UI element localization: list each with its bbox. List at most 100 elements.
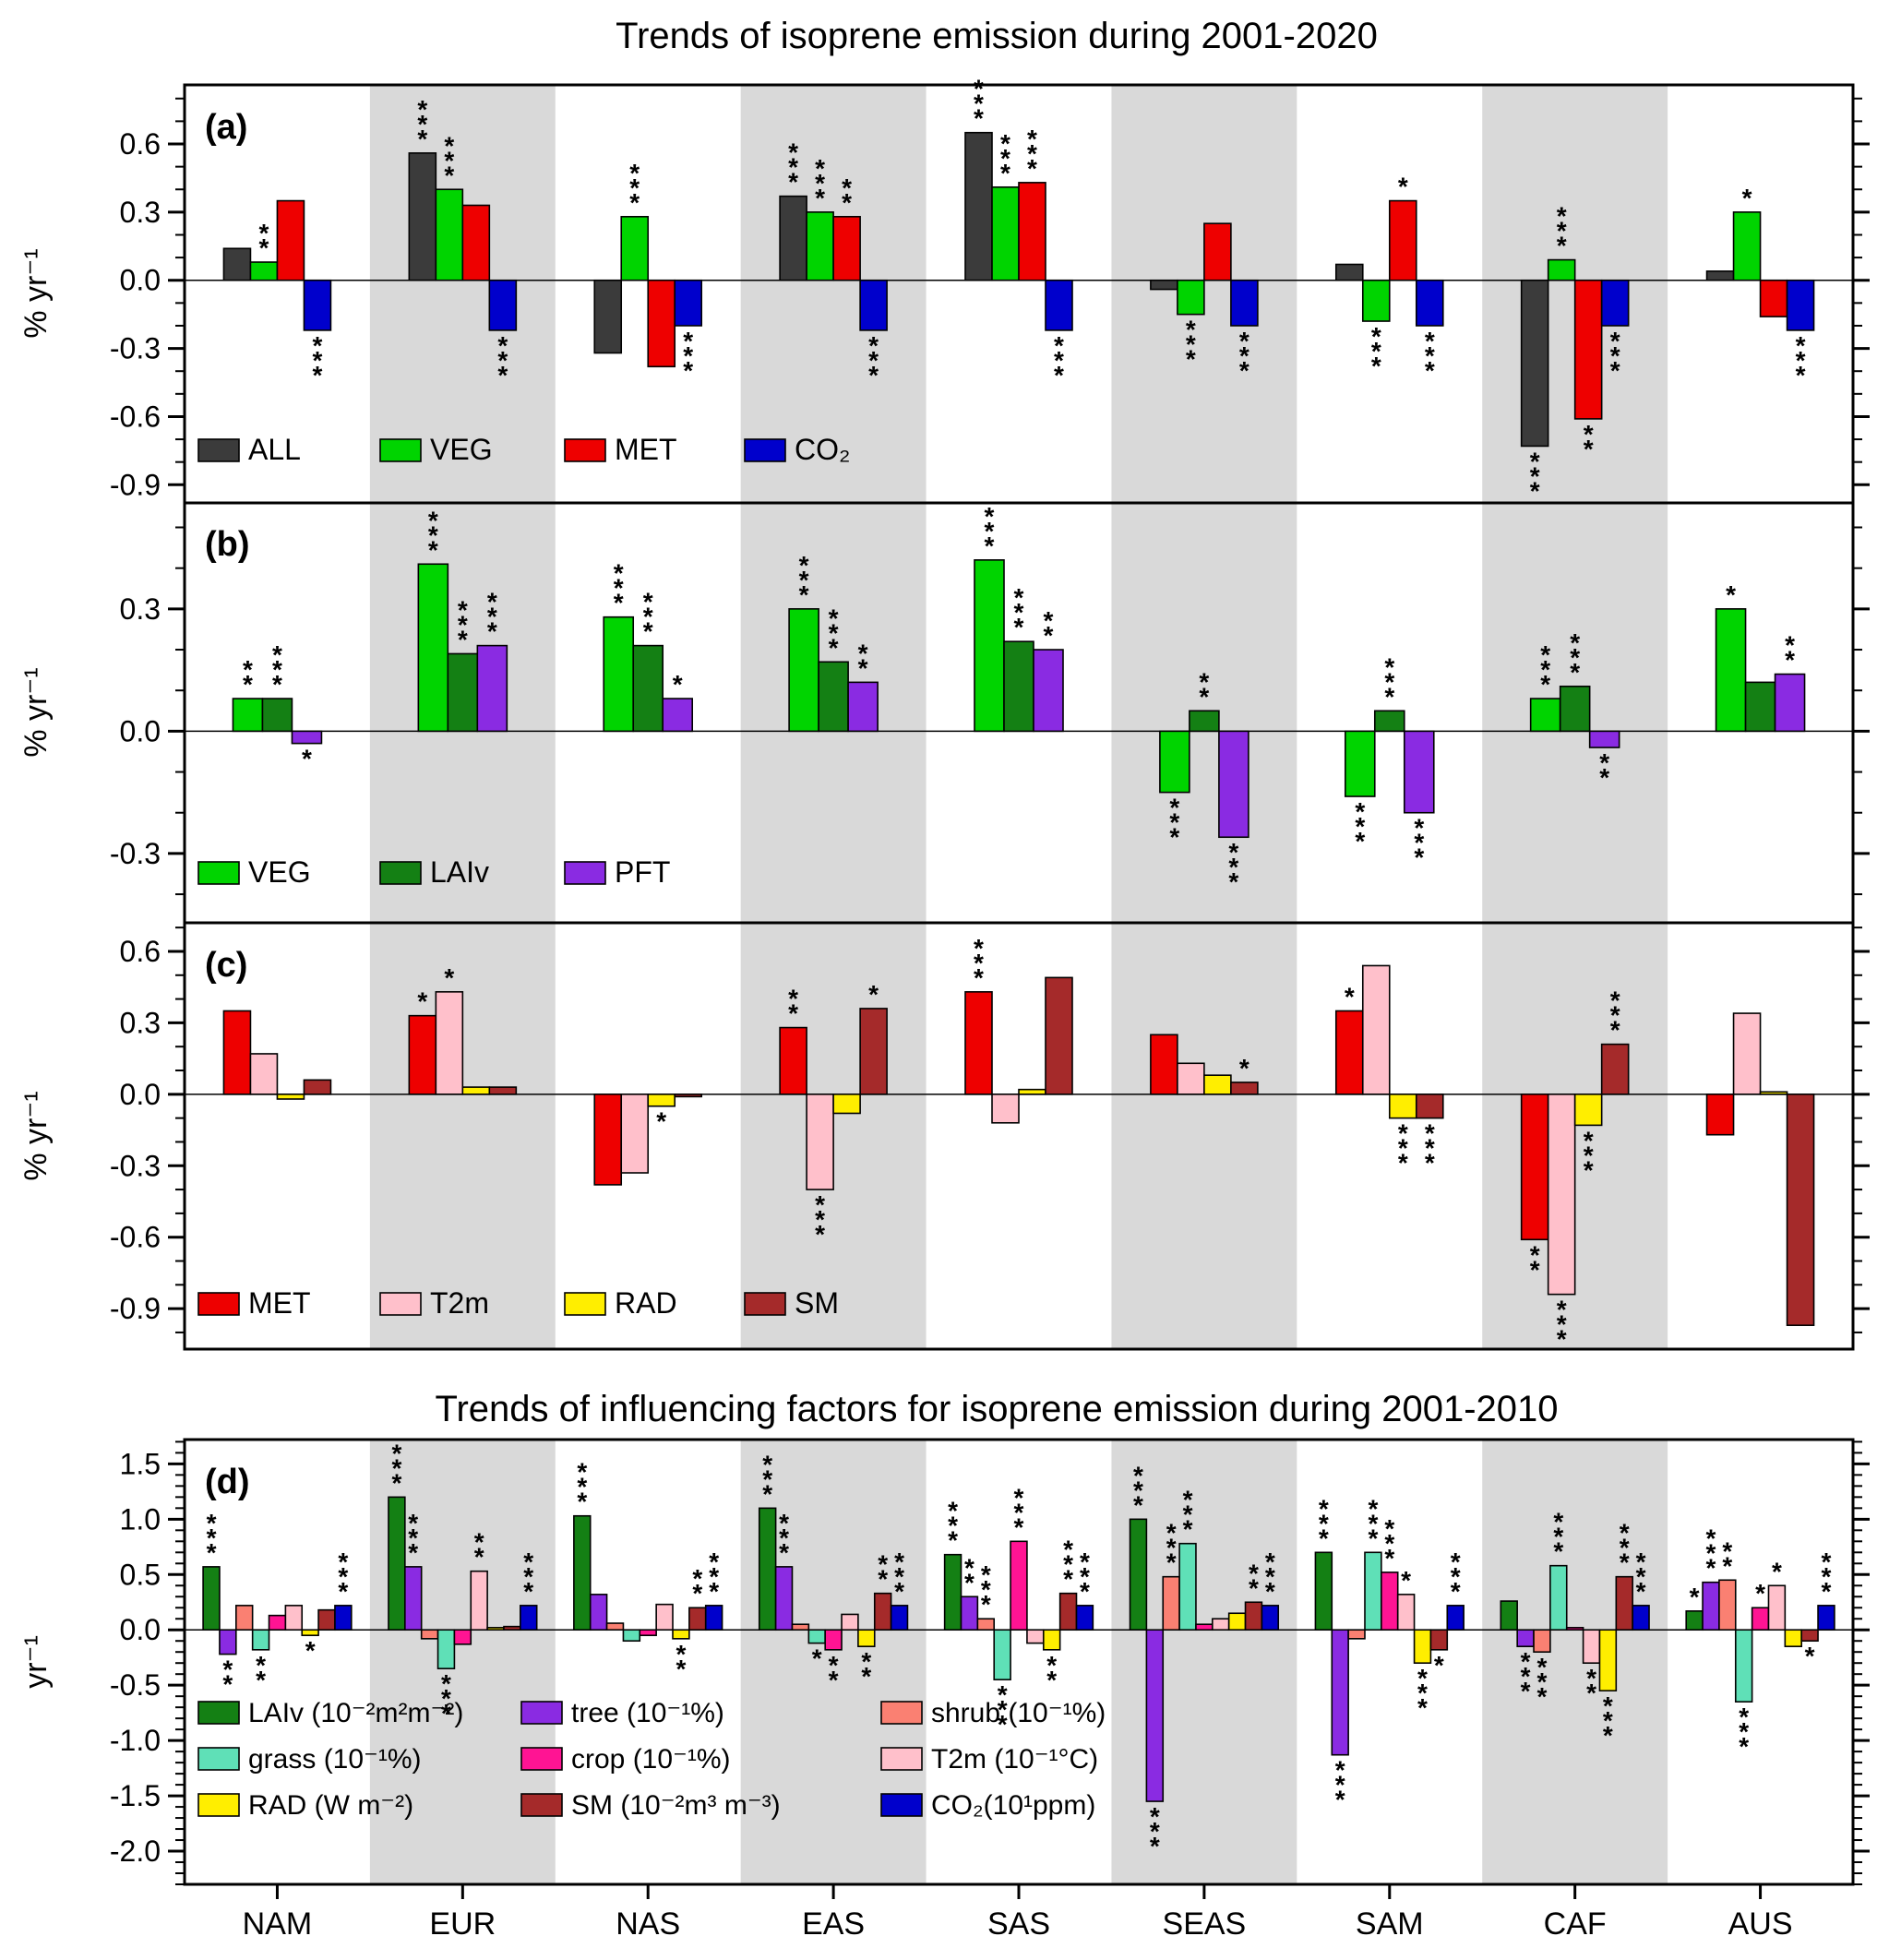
- significance-star: *: [974, 963, 984, 992]
- bar-VEG-SEAS: [1159, 730, 1190, 794]
- legend-swatch-MET: [564, 438, 606, 462]
- y-tick-label: -1.5: [110, 1779, 161, 1812]
- significance-star: *: [1335, 1756, 1345, 1785]
- region-label-SEAS: SEAS: [1163, 1906, 1247, 1942]
- bar-VEG-AUS: [1715, 608, 1747, 733]
- significance-star: *: [1610, 327, 1620, 355]
- bar-shrub-SAM: [1347, 1629, 1366, 1640]
- significance-star: *: [1570, 628, 1580, 657]
- significance-star: *: [1537, 1667, 1548, 1696]
- significance-star: *: [1265, 1562, 1275, 1591]
- significance-star: *: [842, 188, 852, 217]
- significance-star: *: [683, 356, 693, 385]
- significance-star: *: [1451, 1562, 1461, 1591]
- bar-LAIv-AUS: [1685, 1610, 1704, 1631]
- significance-star: *: [974, 75, 984, 103]
- significance-star: *: [815, 1190, 825, 1219]
- bar-SM-NAM: [303, 1079, 332, 1095]
- bar-MET-EUR: [408, 1014, 437, 1095]
- significance-star: *: [1000, 144, 1010, 173]
- bar-LAIv-EAS: [818, 661, 849, 733]
- significance-star: *: [1414, 814, 1424, 843]
- panel-a: *********************** *****************…: [110, 75, 1870, 505]
- significance-star: *: [497, 346, 508, 375]
- significance-star: *: [1265, 1548, 1275, 1576]
- significance-star: *: [709, 1548, 719, 1576]
- bar-grass-SEAS: [1178, 1542, 1197, 1631]
- significance-star: *: [1540, 640, 1550, 669]
- bar-T2m-SAM: [1396, 1594, 1416, 1631]
- panel-c-ylabel: % yr⁻¹: [18, 1091, 54, 1180]
- significance-star: *: [1239, 1054, 1249, 1082]
- significance-star: *: [1636, 1577, 1646, 1606]
- bar-MET-EAS: [832, 215, 861, 281]
- significance-star: *: [799, 551, 809, 580]
- significance-star: *: [815, 1220, 825, 1249]
- bar-MET-AUS: [1759, 279, 1788, 317]
- bar-T2m-EUR: [435, 991, 464, 1095]
- significance-star: *: [1063, 1536, 1073, 1564]
- y-tick-label: -0.3: [110, 332, 161, 365]
- significance-star: *: [1603, 1721, 1613, 1750]
- bar-SM-AUS: [1786, 1094, 1815, 1326]
- significance-star: *: [1080, 1548, 1090, 1576]
- significance-star: *: [243, 655, 253, 684]
- y-tick-label: -2.0: [110, 1835, 161, 1868]
- significance-star: *: [1054, 361, 1064, 389]
- significance-star: *: [1739, 1732, 1749, 1761]
- significance-star: *: [1530, 447, 1540, 475]
- significance-star: *: [1417, 1679, 1428, 1707]
- significance-star: *: [1371, 352, 1381, 380]
- bar-SM-EUR: [503, 1625, 521, 1631]
- panel-d-ylabel: yr⁻¹: [18, 1635, 54, 1689]
- significance-star: *: [788, 153, 798, 182]
- region-band: [369, 923, 556, 1349]
- region-label-NAM: NAM: [243, 1906, 313, 1942]
- bar-T2m-AUS: [1732, 1012, 1762, 1095]
- significance-star: *: [428, 535, 438, 564]
- bar-LAIv-NAM: [261, 698, 293, 733]
- significance-star: *: [1620, 1548, 1630, 1577]
- region-label-CAF: CAF: [1544, 1906, 1607, 1942]
- legend-label: T2m (10⁻¹°C): [931, 1744, 1098, 1775]
- significance-star: *: [762, 1479, 772, 1508]
- bar-tree-NAM: [219, 1629, 237, 1655]
- legend-label: RAD (W m⁻²): [248, 1790, 413, 1821]
- bar-RAD-CAF: [1598, 1629, 1618, 1691]
- significance-star: *: [1739, 1717, 1749, 1746]
- y-tick-label: 0.3: [120, 1006, 161, 1039]
- significance-star: *: [1335, 1771, 1345, 1799]
- significance-star: *: [1371, 322, 1381, 351]
- bar-CO2-SAS: [1075, 1605, 1094, 1631]
- y-tick-label: -0.6: [110, 400, 161, 433]
- region-label-EAS: EAS: [802, 1906, 865, 1942]
- significance-star: *: [1027, 125, 1037, 153]
- significance-star: *: [788, 168, 798, 197]
- bar-crop-EAS: [824, 1629, 843, 1651]
- y-tick-label: 0.0: [120, 1613, 161, 1646]
- significance-star: *: [762, 1450, 772, 1478]
- significance-star: *: [1166, 1548, 1177, 1577]
- bar-LAIv-SAM: [1314, 1551, 1333, 1631]
- significance-star: *: [258, 219, 269, 247]
- significance-star: *: [1355, 827, 1365, 855]
- bar-MET-EAS: [779, 1026, 807, 1095]
- significance-star: *: [523, 1562, 533, 1591]
- significance-star: *: [1183, 1486, 1193, 1514]
- bar-VEG-SEAS: [1177, 279, 1205, 316]
- bar-CO2-NAS: [704, 1605, 723, 1631]
- significance-star: *: [577, 1488, 587, 1516]
- significance-star: *: [1584, 1155, 1594, 1184]
- significance-star: *: [985, 517, 995, 545]
- significance-star: *: [1584, 435, 1594, 463]
- significance-star: *: [1319, 1494, 1329, 1523]
- bar-CO2-SAM: [1415, 279, 1444, 327]
- significance-star: *: [1530, 476, 1540, 505]
- bar-tree-CAF: [1516, 1629, 1535, 1648]
- panel-d: *************** *************************…: [110, 1438, 1870, 1886]
- significance-star: *: [207, 1524, 217, 1552]
- significance-star: *: [643, 617, 653, 646]
- bar-grass-NAS: [622, 1629, 641, 1643]
- significance-star: *: [861, 1647, 871, 1676]
- significance-star: *: [692, 1579, 702, 1607]
